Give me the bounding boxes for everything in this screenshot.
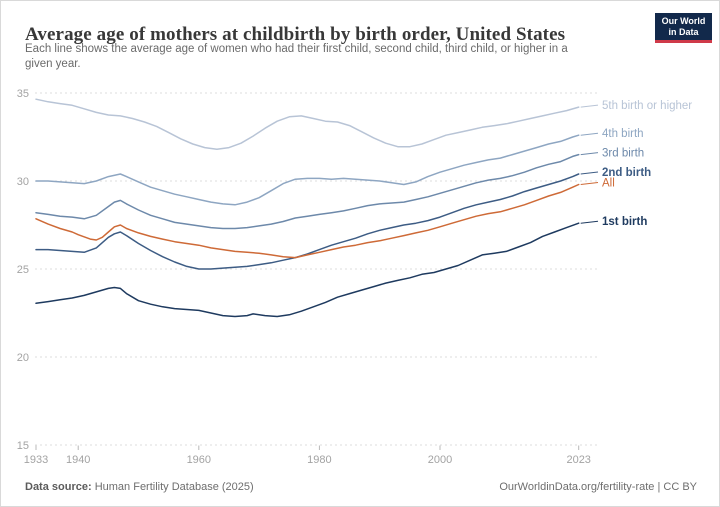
series-line-4th-birth[interactable] <box>35 134 580 206</box>
y-tick-label-25: 25 <box>17 264 29 276</box>
series-line-1st-birth[interactable] <box>35 222 580 318</box>
y-tick-label-30: 30 <box>17 176 29 188</box>
series-label-3rd-birth[interactable]: 3rd birth <box>602 148 644 160</box>
x-tick-label-1980: 1980 <box>307 454 331 466</box>
x-tick-label-2023: 2023 <box>566 454 590 466</box>
owid-logo[interactable]: Our World in Data <box>655 13 712 43</box>
page-title: Average age of mothers at childbirth by … <box>25 23 566 45</box>
series-label-connector <box>580 182 599 186</box>
series-label-1st-birth[interactable]: 1st birth <box>602 216 647 228</box>
series-line-3rd-birth[interactable] <box>35 153 580 230</box>
owid-logo-line2: in Data <box>668 27 699 37</box>
series-label-all[interactable]: All <box>602 178 615 190</box>
data-source-label: Data source: <box>25 481 92 493</box>
x-tick-label-1940: 1940 <box>66 454 90 466</box>
data-source: Data source: Human Fertility Database (2… <box>25 481 254 493</box>
y-tick-label-35: 35 <box>17 88 29 100</box>
owid-logo-line1: Our World <box>661 16 706 26</box>
series-label-connector <box>580 220 599 224</box>
series-label-connector <box>580 132 599 136</box>
series-label-connector <box>580 152 599 156</box>
subtitle-line-1: Each line shows the average age of women… <box>25 43 568 55</box>
subtitle-line-2: given year. <box>25 58 81 70</box>
series-label-connector <box>580 104 599 108</box>
x-tick-label-2000: 2000 <box>428 454 452 466</box>
series-label-5th-birth-or-higher[interactable]: 5th birth or higher <box>602 100 692 112</box>
y-tick-label-15: 15 <box>17 440 29 452</box>
series-label-4th-birth[interactable]: 4th birth <box>602 128 644 140</box>
series-line-5th-birth-or-higher[interactable] <box>35 98 580 151</box>
x-tick-label-1933: 1933 <box>24 454 48 466</box>
credit-link[interactable]: OurWorldinData.org/fertility-rate | CC B… <box>499 481 697 493</box>
series-label-connector <box>580 171 599 175</box>
series-label-2nd-birth[interactable]: 2nd birth <box>602 167 651 179</box>
x-tick-label-1960: 1960 <box>187 454 211 466</box>
y-tick-label-20: 20 <box>17 352 29 364</box>
data-source-text: Human Fertility Database (2025) <box>94 481 254 493</box>
series-line-all[interactable] <box>35 183 580 259</box>
line-chart[interactable]: 15 20 25 30 35 1933 1940 1960 1980 2000 2023 5th bi… <box>1 1 719 476</box>
chart-subtitle: Each line shows the average age of women… <box>25 42 625 72</box>
